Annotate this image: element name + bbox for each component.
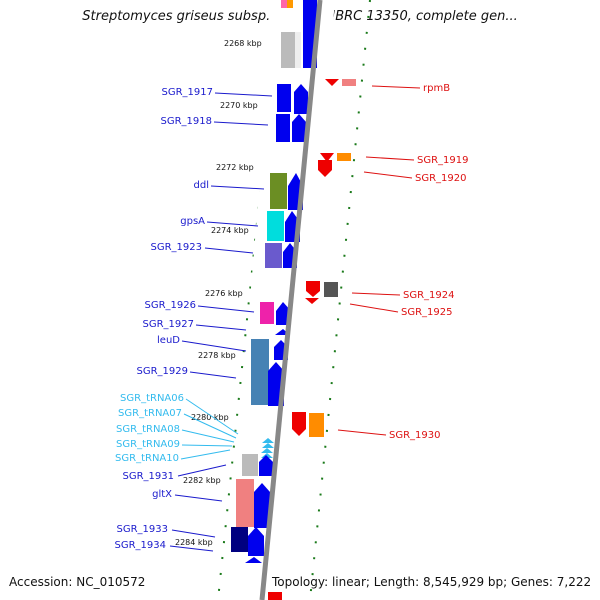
tick-label: 2284 kbp: [175, 538, 213, 547]
gene-label[interactable]: SGR_1926: [145, 300, 197, 311]
gene-arrow-sgr1924: [306, 281, 320, 297]
right-leader-lines: [337, 85, 421, 436]
gene-label[interactable]: gpsA: [180, 216, 205, 227]
gene-label[interactable]: SGR_1919: [417, 155, 469, 166]
gene-block-sgr1931: [242, 454, 258, 476]
gene-label[interactable]: SGR_tRNA09: [116, 439, 180, 450]
trna-arrow-3: [261, 448, 273, 453]
gene-arrow-sgr1919: [320, 153, 334, 162]
gene-arrow-sgr1918: [292, 114, 306, 142]
right-gene-labels: rpmB SGR_1919 SGR_1920 SGR_1924 SGR_1925…: [389, 83, 469, 441]
gene-arrow-sgr1920: [318, 160, 332, 177]
tick-labels: 2268 kbp 2270 kbp 2272 kbp 2274 kbp 2276…: [175, 39, 262, 547]
gene-block-sgr1923: [265, 243, 282, 268]
gene-label[interactable]: SGR_1923: [151, 242, 203, 253]
tick-label: 2280 kbp: [191, 413, 229, 422]
tick-label: 2274 kbp: [211, 226, 249, 235]
accession-text: Accession: NC_010572: [9, 575, 146, 589]
gene-label[interactable]: gltX: [152, 489, 172, 500]
tick-label: 2276 kbp: [205, 289, 243, 298]
gene-label[interactable]: SGR_1918: [161, 116, 213, 127]
gene-arrow-rpmB: [325, 79, 339, 86]
gene-label[interactable]: SGR_1930: [389, 430, 441, 441]
trna-arrow-2: [262, 443, 274, 448]
gene-label[interactable]: SGR_1933: [117, 524, 169, 535]
gene-block-top-pink: [281, 0, 287, 8]
gene-block-rpmB: [342, 79, 356, 86]
gene-label[interactable]: SGR_1920: [415, 173, 467, 184]
gene-block-ddl: [270, 173, 287, 209]
gene-label[interactable]: SGR_1924: [403, 290, 455, 301]
trna-arrow-4: [261, 453, 273, 458]
gene-block-top-white: [295, 32, 301, 68]
gene-arrow-sgr1934: [245, 557, 262, 563]
gene-block-bottom: [268, 592, 282, 600]
gene-block-sgr1917: [277, 84, 291, 112]
gene-block-sgr1930: [309, 413, 324, 437]
gene-arrow-sgr1933: [248, 527, 264, 556]
gene-block-sgr1919: [337, 153, 351, 161]
tick-label: 2272 kbp: [216, 163, 254, 172]
tick-label: 2268 kbp: [224, 39, 262, 48]
gene-block-gltX: [236, 479, 254, 527]
gene-block-sgr1924: [324, 282, 338, 297]
left-leader-lines: [169, 92, 273, 552]
tick-label: 2278 kbp: [198, 351, 236, 360]
gene-label[interactable]: SGR_tRNA08: [116, 424, 180, 435]
gene-label[interactable]: SGR_1929: [137, 366, 189, 377]
gene-block-sgr1933: [231, 527, 248, 552]
gene-block-sgr1918: [276, 114, 290, 142]
gene-label[interactable]: SGR_tRNA06: [120, 393, 184, 404]
gene-label[interactable]: SGR_1927: [143, 319, 195, 330]
gene-arrow-sgr1931: [259, 455, 273, 476]
gene-arrow-sgr1930: [292, 412, 306, 436]
gene-block-sgr1926: [260, 302, 274, 324]
gene-block-top-grey: [281, 32, 295, 68]
gene-label[interactable]: leuD: [157, 335, 180, 346]
gene-arrow-sgr1925: [305, 298, 319, 304]
gene-label[interactable]: SGR_1925: [401, 307, 453, 318]
gene-label[interactable]: rpmB: [423, 83, 450, 94]
gene-arrow-sgr1917: [294, 84, 308, 114]
gene-label[interactable]: SGR_tRNA10: [115, 453, 179, 464]
tick-label: 2282 kbp: [183, 476, 221, 485]
left-gene-labels: SGR_1917 SGR_1918 ddl gpsA SGR_1923 SGR_…: [115, 87, 214, 551]
trna-arrow-1: [262, 438, 274, 443]
gene-label[interactable]: SGR_tRNA07: [118, 408, 182, 419]
gene-block-top-orange: [287, 0, 293, 8]
tick-label: 2270 kbp: [220, 101, 258, 110]
sequence-axis: [259, 0, 323, 600]
gene-block-gpsA: [267, 211, 284, 241]
gene-label[interactable]: SGR_1917: [162, 87, 214, 98]
gene-arrow-gltX: [254, 483, 270, 528]
gene-label[interactable]: SGR_1934: [115, 540, 167, 551]
gene-block-sgr1929: [251, 339, 269, 405]
gene-label[interactable]: SGR_1931: [123, 471, 175, 482]
topology-text: Topology: linear; Length: 8,545,929 bp; …: [272, 575, 592, 589]
gene-label[interactable]: ddl: [194, 180, 209, 191]
